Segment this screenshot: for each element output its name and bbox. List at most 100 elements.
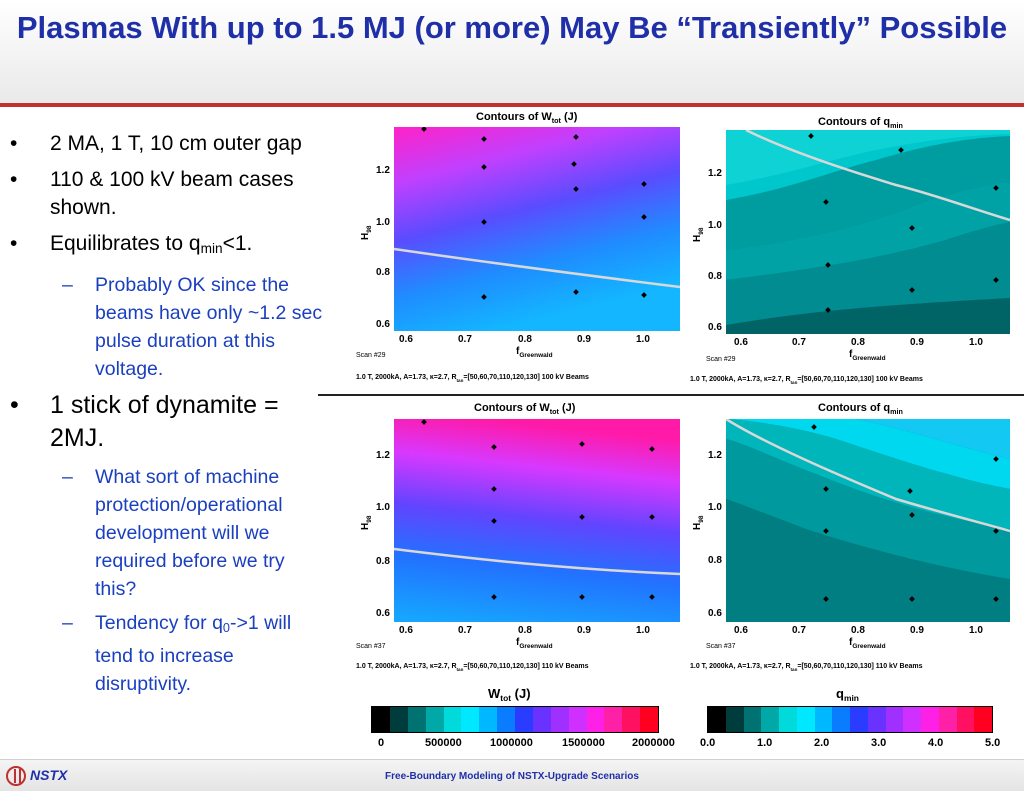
- ytick: 0.8: [376, 556, 390, 567]
- colorbar-cell: [779, 707, 797, 732]
- xtick: 1.0: [969, 337, 983, 348]
- xtick: 1.0: [636, 625, 650, 636]
- section-divider: [318, 394, 1024, 396]
- nstx-logo-icon: [6, 766, 26, 786]
- ytick: 0.6: [708, 322, 722, 333]
- xtick: 0.7: [458, 625, 472, 636]
- bullet-3-sub-1: – Probably OK since the beams have only …: [62, 274, 323, 380]
- footer-band: [0, 759, 1024, 791]
- colorbar-cell: [814, 707, 833, 732]
- colorbar-cell: [586, 707, 605, 732]
- ytick: 0.6: [376, 319, 390, 330]
- xlabel: fGreenwald: [849, 637, 886, 650]
- contour-plot-wtot-top: [394, 127, 680, 331]
- xtick: 1.0: [636, 334, 650, 345]
- colorbar-tick: 0.0: [700, 737, 716, 749]
- xlabel: fGreenwald: [849, 349, 886, 362]
- bullet-list: • 2 MA, 1 T, 10 cm outer gap • 110 & 100…: [10, 130, 325, 704]
- colorbar-cell: [938, 707, 957, 732]
- contour-plot-wtot-bottom: [394, 419, 680, 622]
- colorbar-cell: [497, 707, 515, 732]
- colorbar-title-qmin: qmin: [836, 686, 859, 703]
- ytick: 0.6: [708, 608, 722, 619]
- scan-label: Scan #29: [356, 352, 386, 359]
- xtick: 0.8: [518, 334, 532, 345]
- xtick: 1.0: [969, 625, 983, 636]
- bullet-4: • 1 stick of dynamite = 2MJ.: [10, 391, 279, 452]
- colorbar-tick: 1500000: [562, 737, 605, 749]
- colorbar-cell: [550, 707, 569, 732]
- bullet-2: • 110 & 100 kV beam cases shown.: [10, 168, 294, 219]
- colorbar-tick: 1000000: [490, 737, 533, 749]
- colorbar-cell: [443, 707, 462, 732]
- xtick: 0.8: [518, 625, 532, 636]
- colorbar-qmin: [707, 706, 993, 733]
- contour-plot-qmin-top: [726, 130, 1010, 334]
- plot-title-qmin-bottom: Contours of qmin: [818, 402, 903, 416]
- scan-label: Scan #29: [706, 356, 736, 363]
- plot-title-wtot-top: Contours of Wtot (J): [476, 111, 578, 125]
- colorbar-tick: 2.0: [814, 737, 830, 749]
- bullet-4-sub-1: – What sort of machine protection/operat…: [62, 466, 285, 600]
- colorbar-cell: [568, 707, 587, 732]
- colorbar-tick: 4.0: [928, 737, 944, 749]
- xlabel: fGreenwald: [516, 346, 553, 359]
- colorbar-tick: 5.0: [985, 737, 1001, 749]
- ytick: 1.2: [376, 165, 390, 176]
- plot-caption: 1.0 T, 2000kA, A=1.73, κ=2.7, Rtan=[50,6…: [356, 374, 589, 383]
- xtick: 0.9: [910, 625, 924, 636]
- ylabel: H98: [692, 515, 705, 530]
- xtick: 0.8: [851, 337, 865, 348]
- xtick: 0.6: [399, 625, 413, 636]
- xlabel: fGreenwald: [516, 637, 553, 650]
- ytick: 1.0: [708, 502, 722, 513]
- colorbar-title-wtot: Wtot (J): [488, 686, 531, 703]
- colorbar-cell: [743, 707, 762, 732]
- xtick: 0.7: [458, 334, 472, 345]
- plot-caption: 1.0 T, 2000kA, A=1.73, κ=2.7, Rtan=[50,6…: [690, 376, 923, 385]
- colorbar-cell: [850, 707, 868, 732]
- plot-caption: 1.0 T, 2000kA, A=1.73, κ=2.7, Rtan=[50,6…: [690, 663, 923, 672]
- colorbar-tick: 3.0: [871, 737, 887, 749]
- bullet-1: • 2 MA, 1 T, 10 cm outer gap: [10, 132, 302, 155]
- contour-plot-qmin-bottom: [726, 419, 1010, 622]
- title-band: [0, 0, 1024, 103]
- colorbar-cell: [796, 707, 815, 732]
- ytick: 1.2: [708, 450, 722, 461]
- colorbar-cell: [885, 707, 904, 732]
- xtick: 0.7: [792, 337, 806, 348]
- xtick: 0.8: [851, 625, 865, 636]
- ytick: 1.2: [376, 450, 390, 461]
- ylabel: H98: [692, 227, 705, 242]
- colorbar-cell: [372, 707, 390, 732]
- colorbar-wtot: [371, 706, 659, 733]
- colorbar-cell: [761, 707, 779, 732]
- footer-text: Free-Boundary Modeling of NSTX-Upgrade S…: [385, 771, 639, 782]
- colorbar-tick: 1.0: [757, 737, 773, 749]
- colorbar-cell: [903, 707, 921, 732]
- ytick: 1.0: [708, 220, 722, 231]
- ytick: 0.8: [708, 555, 722, 566]
- colorbar-cell: [921, 707, 939, 732]
- plot-caption: 1.0 T, 2000kA, A=1.73, κ=2.7, Rtan=[50,6…: [356, 663, 589, 672]
- colorbar-cell: [389, 707, 408, 732]
- ytick: 0.8: [708, 271, 722, 282]
- colorbar-cell: [622, 707, 641, 732]
- colorbar-cell: [832, 707, 850, 732]
- bullet-4-sub-2: – Tendency for q0->1 will tend to increa…: [62, 612, 292, 695]
- colorbar-cell: [515, 707, 533, 732]
- colorbar-cell: [725, 707, 744, 732]
- colorbar-tick: 2000000: [632, 737, 675, 749]
- plot-title-qmin-top: Contours of qmin: [818, 116, 903, 130]
- colorbar-cell: [461, 707, 480, 732]
- xtick: 0.6: [399, 334, 413, 345]
- ytick: 1.0: [376, 502, 390, 513]
- xtick: 0.6: [734, 625, 748, 636]
- xtick: 0.9: [577, 334, 591, 345]
- colorbar-cell: [407, 707, 426, 732]
- ylabel: H98: [360, 225, 373, 240]
- colorbar-cell: [479, 707, 498, 732]
- bullet-3: • Equilibrates to qmin<1.: [10, 232, 253, 256]
- scan-label: Scan #37: [706, 643, 736, 650]
- ytick: 1.0: [376, 217, 390, 228]
